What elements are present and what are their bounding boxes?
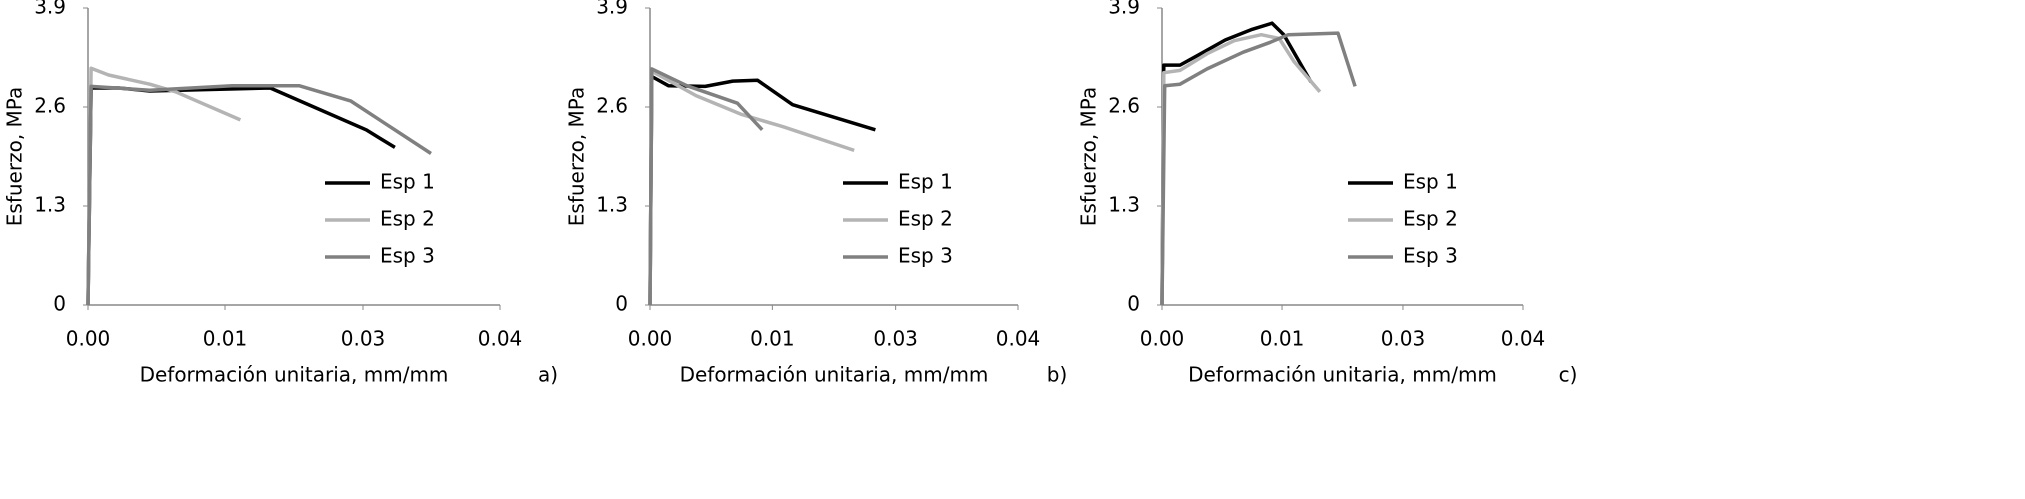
panel-label: b): [1047, 363, 1068, 387]
data-line: [1160, 31, 1357, 306]
x-tick-label: 0.03: [1381, 327, 1426, 351]
x-tick-label: 0.00: [66, 327, 111, 351]
legend-label: Esp 1: [898, 170, 953, 194]
y-tick-label: 2.6: [596, 94, 628, 118]
y-tick-label: 1.3: [1108, 193, 1140, 217]
y-axis-label: Esfuerzo, MPa: [1077, 87, 1101, 226]
x-tick-label: 0.00: [1140, 327, 1185, 351]
y-tick-label: 0: [1127, 292, 1140, 316]
y-axis-label: Esfuerzo, MPa: [3, 87, 27, 226]
legend-label: Esp 1: [380, 170, 435, 194]
x-axis-label: Deformación unitaria, mm/mm: [140, 363, 449, 387]
y-tick-label: 0: [53, 292, 66, 316]
data-line: [648, 67, 764, 306]
x-axis-label: Deformación unitaria, mm/mm: [1188, 363, 1497, 387]
y-tick-label: 3.9: [596, 0, 628, 19]
data-line: [648, 74, 876, 306]
data-line: [86, 86, 396, 306]
y-tick-label: 1.3: [34, 193, 66, 217]
x-tick-label: 0.03: [341, 327, 386, 351]
x-tick-label: 0.04: [996, 327, 1041, 351]
x-tick-label: 0.03: [873, 327, 918, 351]
legend-label: Esp 3: [1403, 244, 1458, 268]
x-tick-label: 0.04: [1501, 327, 1546, 351]
panel-label: a): [538, 363, 558, 387]
legend-label: Esp 3: [380, 244, 435, 268]
legend-label: Esp 3: [898, 244, 953, 268]
legend-label: Esp 2: [898, 207, 953, 231]
panel-label: c): [1559, 363, 1578, 387]
x-axis-label: Deformación unitaria, mm/mm: [680, 363, 989, 387]
y-tick-label: 1.3: [596, 193, 628, 217]
y-tick-label: 3.9: [34, 0, 66, 19]
y-tick-label: 3.9: [1108, 0, 1140, 19]
data-line: [86, 66, 242, 306]
y-tick-label: 0: [615, 292, 628, 316]
data-line: [1160, 21, 1313, 306]
x-tick-label: 0.01: [203, 327, 248, 351]
x-tick-label: 0.01: [1260, 327, 1305, 351]
y-tick-label: 2.6: [34, 94, 66, 118]
y-axis-label: Esfuerzo, MPa: [565, 87, 589, 226]
x-tick-label: 0.00: [628, 327, 673, 351]
x-tick-label: 0.01: [750, 327, 795, 351]
y-tick-label: 2.6: [1108, 94, 1140, 118]
legend-label: Esp 2: [1403, 207, 1458, 231]
data-line: [1160, 32, 1322, 306]
data-line: [648, 69, 855, 306]
legend-label: Esp 2: [380, 207, 435, 231]
legend-label: Esp 1: [1403, 170, 1458, 194]
x-tick-label: 0.04: [478, 327, 523, 351]
data-line: [86, 83, 432, 306]
